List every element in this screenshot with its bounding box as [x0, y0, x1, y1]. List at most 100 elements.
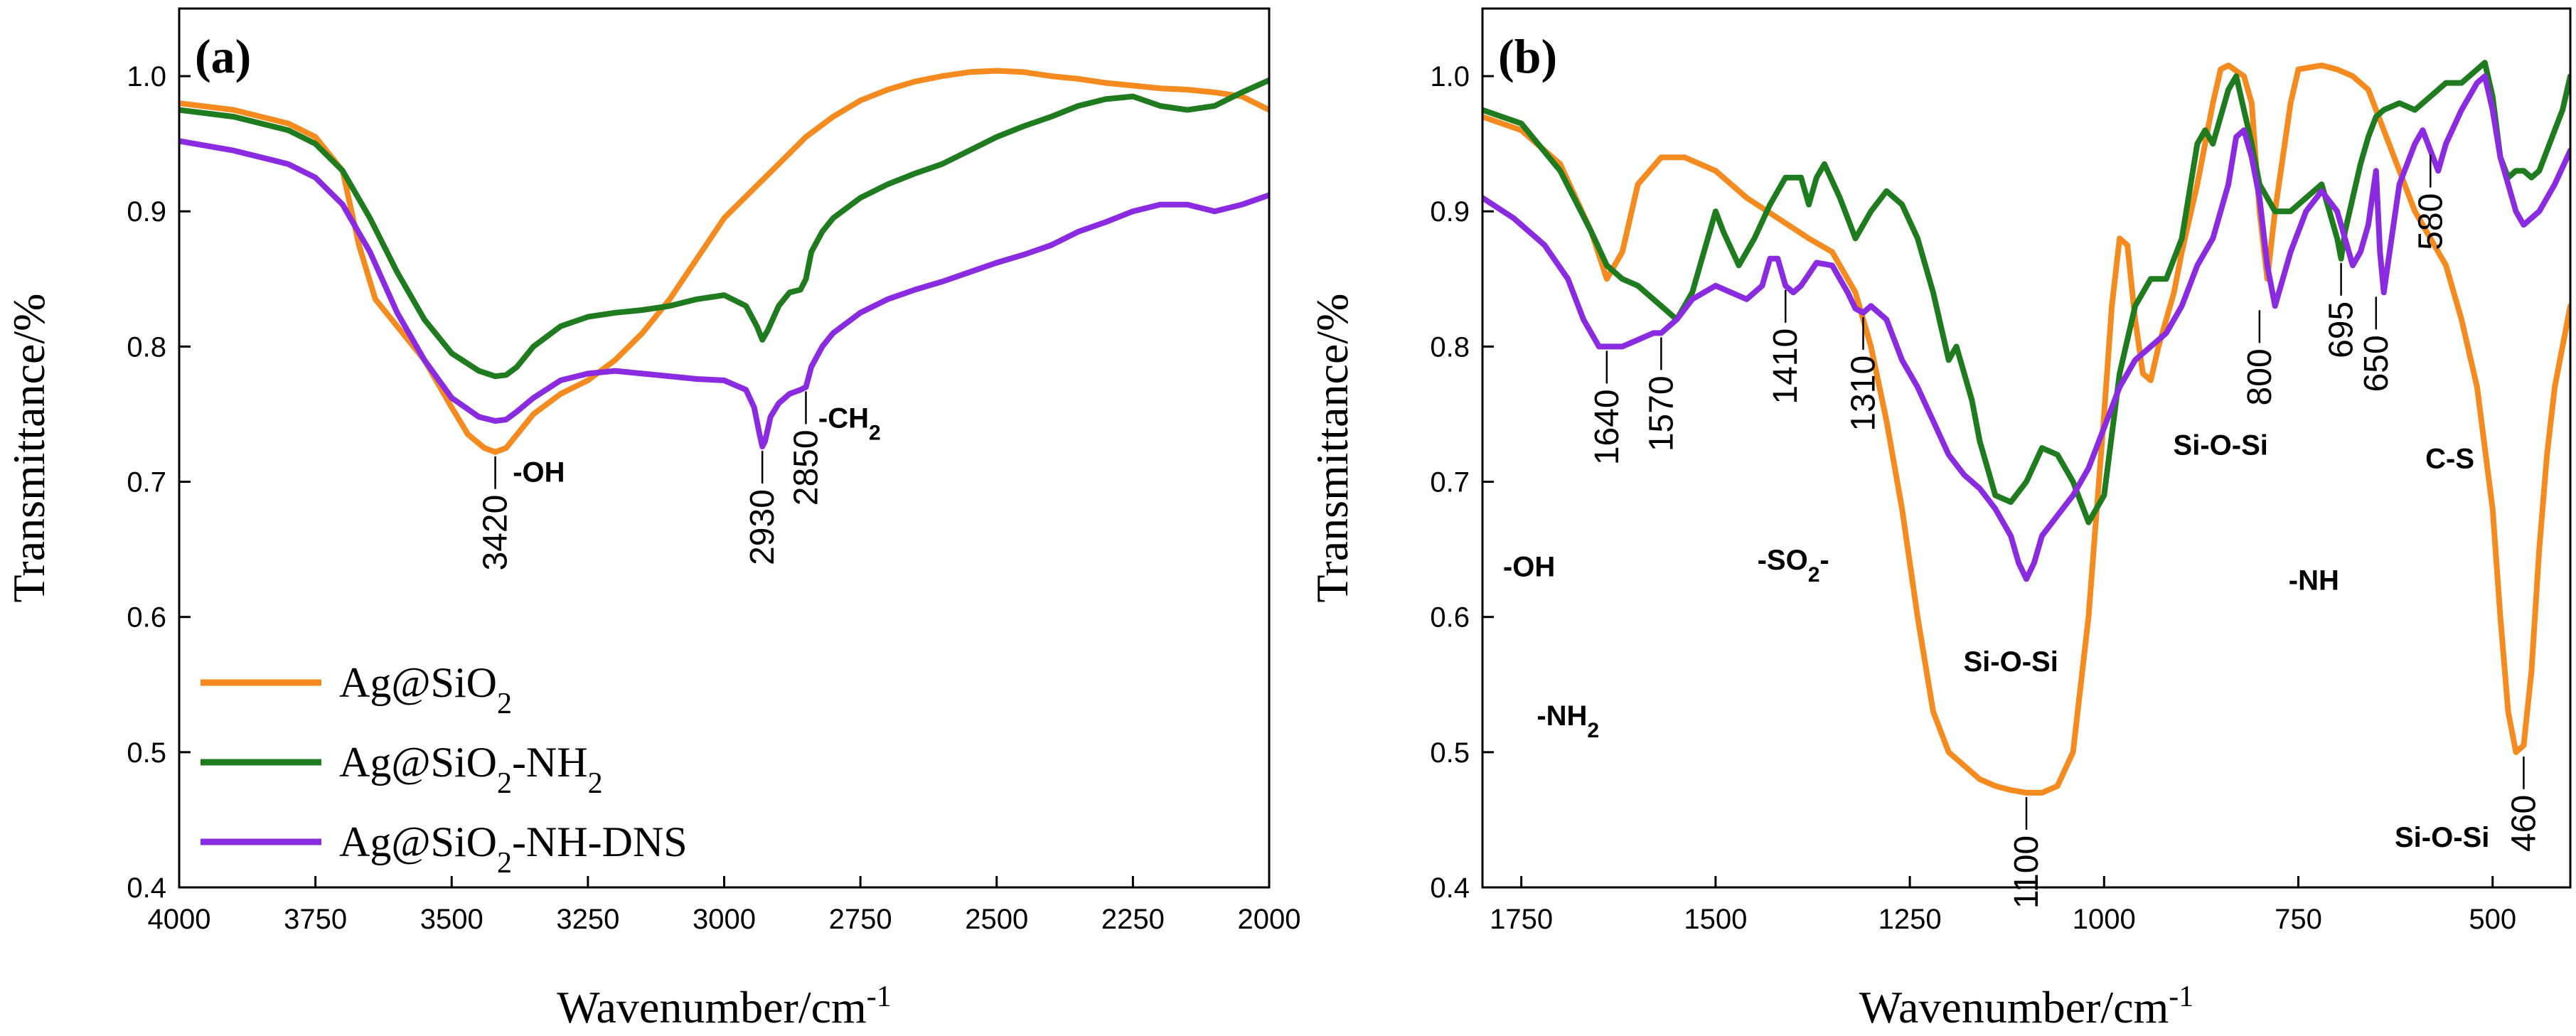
panel-b-chart: 1750 1500 1250 1000 750 500 0.4 0.5 0.6 0.7 0.8 0.9… [1307, 7, 2572, 1032]
group-label-text: C-S [2425, 444, 2474, 475]
series-line-ag-sio2-nh-dns [179, 138, 1269, 450]
series-group [1482, 60, 2570, 796]
x-axis-title-sup: -1 [2169, 981, 2193, 1013]
x-tick-label: 4000 [148, 904, 211, 935]
legend-label-main: Ag@SiO [339, 739, 497, 786]
series-line-ag-sio2-nh2 [1482, 60, 2570, 525]
group-label: -OH [513, 457, 565, 488]
x-tick-label: 2250 [1101, 904, 1165, 935]
y-tick-label: 0.5 [127, 737, 166, 769]
peak-label: 2930 [744, 489, 781, 565]
peak-label: 460 [2505, 795, 2543, 852]
group-label-sub: 2 [1808, 563, 1820, 587]
x-tick-label: 1750 [1490, 904, 1553, 935]
group-label-text: -OH [513, 457, 565, 488]
legend-label-sub: 2 [497, 688, 512, 720]
series-line-ag-sio2-nh2 [179, 77, 1269, 380]
group-label: -CH2 [818, 402, 881, 444]
group-label-suffix: - [1819, 545, 1829, 576]
y-tick-label: 1.0 [1430, 61, 1470, 92]
x-tick-label: 750 [2275, 904, 2322, 935]
y-tick-label: 0.6 [1430, 602, 1470, 634]
x-axis-title-text: Wavenumber/cm [557, 982, 867, 1032]
y-tick-label: 0.4 [127, 872, 166, 904]
group-label-text: Si-O-Si [1963, 646, 2058, 678]
x-tick-label: 2500 [965, 904, 1028, 935]
y-tick-label: 0.5 [1430, 737, 1470, 769]
legend-label-main: Ag@SiO [339, 659, 497, 706]
group-label-text: -NH [2289, 565, 2339, 597]
x-axis-title: Wavenumber/cm-1 [557, 981, 892, 1032]
legend-label-sub: 2 [497, 767, 512, 800]
y-axis-title: Transmittance/% [4, 294, 54, 603]
group-label-text: -OH [1503, 552, 1555, 583]
x-tick-label: 2750 [829, 904, 892, 935]
peak-label: 1640 [1588, 389, 1626, 465]
group-label-text: -SO [1758, 545, 1808, 576]
y-tick-label: 0.8 [1430, 331, 1470, 363]
peak-label: 650 [2358, 335, 2395, 392]
series-line-ag-sio2-nh-dns [1482, 73, 2570, 582]
x-axis-title-text: Wavenumber/cm [1859, 982, 2169, 1032]
y-tick-label: 0.9 [1430, 196, 1470, 228]
x-axis-title: Wavenumber/cm-1 [1859, 981, 2194, 1032]
legend-label-sub2: 2 [588, 767, 603, 800]
panel-label: (b) [1498, 29, 1557, 83]
x-tick-label: 1000 [2073, 904, 2136, 935]
peak-label: 1100 [2008, 835, 2046, 909]
group-label: -NH [2289, 565, 2339, 597]
group-label: Si-O-Si [2395, 822, 2489, 853]
legend-label-main: Ag@SiO [339, 818, 497, 865]
y-tick-label: 0.9 [127, 196, 166, 228]
peak-label: 1410 [1767, 329, 1805, 405]
series-line-ag-sio2 [1482, 62, 2570, 796]
series-line-ag-sio2 [179, 68, 1269, 455]
x-axis-title-sup: -1 [867, 981, 892, 1013]
peak-label: 580 [2412, 193, 2449, 250]
panel-label: (a) [195, 29, 251, 83]
group-label: -OH [1503, 552, 1555, 583]
group-label-text: Si-O-Si [2174, 430, 2268, 461]
legend-label-sub: 2 [497, 847, 512, 880]
legend-label: Ag@SiO2-NH2 [339, 739, 603, 800]
y-tick-label: 1.0 [127, 61, 166, 92]
legend-label-suffix: -NH [512, 739, 588, 786]
axis-frame [1481, 7, 2572, 889]
peak-label: 800 [2241, 348, 2279, 405]
group-label: C-S [2425, 444, 2474, 475]
group-label: Si-O-Si [1963, 646, 2058, 678]
group-label: Si-O-Si [2174, 430, 2268, 461]
x-tick-label: 3000 [693, 904, 756, 935]
legend-label: Ag@SiO2-NH-DNS [339, 818, 688, 880]
peak-label: 2850 [787, 429, 825, 506]
group-label-text: Si-O-Si [2395, 822, 2489, 853]
group-label-sub: 2 [1587, 718, 1599, 742]
panel-a-chart: 4000 3750 3500 3250 3000 2750 2500 2250 2000 0.4 0… [4, 7, 1301, 1032]
y-tick-label: 0.6 [127, 602, 166, 634]
x-tick-label: 3250 [556, 904, 619, 935]
peak-label: 1310 [1845, 356, 1883, 432]
x-tick-label: 1250 [1878, 904, 1942, 935]
group-label-text: -NH [1536, 700, 1587, 732]
series-group [179, 68, 1269, 455]
peak-label: 3420 [477, 495, 515, 571]
group-label-sub: 2 [869, 421, 881, 444]
peak-label: 695 [2323, 301, 2361, 358]
group-label-text: -CH [818, 402, 869, 434]
peak-label: 1570 [1642, 375, 1680, 452]
x-tick-label: 3750 [284, 904, 347, 935]
x-tick-label: 2000 [1238, 904, 1301, 935]
group-label: -SO2- [1758, 545, 1829, 587]
group-label: -NH2 [1536, 700, 1599, 742]
y-tick-label: 0.4 [1430, 872, 1470, 904]
x-tick-label: 1500 [1684, 904, 1747, 935]
y-tick-label: 0.7 [1430, 467, 1470, 498]
legend-label-suffix: -NH-DNS [512, 818, 688, 865]
y-tick-label: 0.8 [127, 331, 166, 363]
y-axis-title: Transmittance/% [1307, 294, 1357, 603]
x-tick-label: 500 [2469, 904, 2516, 935]
x-tick-label: 3500 [420, 904, 483, 935]
legend-label: Ag@SiO2 [339, 659, 512, 720]
